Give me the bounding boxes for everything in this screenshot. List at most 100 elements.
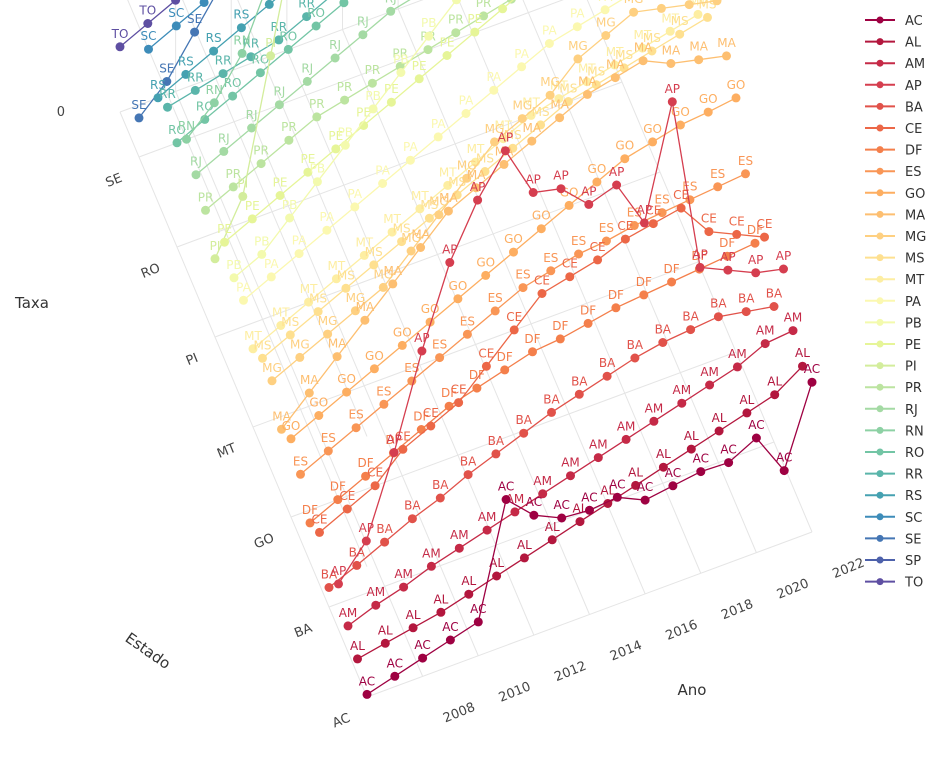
point-label: AC <box>581 490 597 504</box>
legend-marker <box>876 102 884 110</box>
legend[interactable]: AC AL AM AP BA CE DF ES GO MA MG MS MT PA PB PE PI PR RJ RN… <box>865 14 926 591</box>
data-point <box>324 583 334 592</box>
data-point <box>556 184 566 194</box>
data-point <box>264 0 274 9</box>
point-label: AP <box>442 243 457 257</box>
data-point <box>637 43 647 53</box>
point-label: AP <box>553 169 568 183</box>
data-point <box>481 361 491 371</box>
point-label: AC <box>776 451 792 465</box>
data-point <box>464 589 474 599</box>
legend-item-ms[interactable]: MS <box>865 252 924 267</box>
legend-item-go[interactable]: GO <box>865 187 925 202</box>
legend-item-ba[interactable]: BA <box>865 100 923 115</box>
legend-item-sp[interactable]: SP <box>865 554 921 569</box>
data-point <box>545 90 555 100</box>
y-tick-label: GO <box>252 531 276 553</box>
legend-item-to[interactable]: TO <box>865 576 923 591</box>
legend-item-pe[interactable]: PE <box>865 338 921 353</box>
legend-item-df[interactable]: DF <box>865 144 923 159</box>
data-point <box>658 462 668 472</box>
point-label: AM <box>645 401 664 415</box>
y-tick-label: BA <box>292 621 314 642</box>
point-label: RO <box>168 123 186 137</box>
point-label: RJ <box>218 131 230 145</box>
legend-item-pr[interactable]: PR <box>865 381 922 396</box>
data-point <box>435 353 445 363</box>
point-label: AP <box>776 249 791 263</box>
legend-item-rs[interactable]: RS <box>865 489 922 504</box>
data-point <box>592 177 602 187</box>
data-point <box>407 514 417 524</box>
point-label: BA <box>432 478 449 492</box>
point-label: DF <box>664 262 680 276</box>
x-tick-label: 2022 <box>831 556 867 582</box>
legend-item-rn[interactable]: RN <box>865 424 924 439</box>
data-point <box>620 234 630 244</box>
point-label: MT <box>689 0 707 8</box>
data-point <box>423 45 433 55</box>
data-point <box>445 258 455 267</box>
point-label: MA <box>717 36 736 50</box>
legend-item-am[interactable]: AM <box>865 57 925 72</box>
point-label: MG <box>429 195 449 209</box>
data-point <box>554 94 564 104</box>
point-label: PA <box>347 187 362 201</box>
legend-item-pa[interactable]: PA <box>865 295 921 310</box>
legend-item-se[interactable]: SE <box>865 532 921 547</box>
point-label: MS <box>281 315 299 329</box>
point-label: AL <box>656 447 671 461</box>
legend-marker <box>876 470 884 478</box>
point-label: PE <box>384 82 399 96</box>
point-label: MG <box>318 314 338 328</box>
legend-item-rr[interactable]: RR <box>865 468 923 483</box>
legend-item-ac[interactable]: AC <box>865 14 923 29</box>
point-label: RN <box>233 33 250 47</box>
point-label: CE <box>590 240 606 254</box>
point-label: PE <box>245 199 260 213</box>
series-sc: SCSCSCSCSCSCSCSCSCSCSCSCSCSCSCSCSC <box>141 0 209 54</box>
series-rj: RJRJRJRJRJRJRJRJRJRJRJRJRJRJRJRJRJ <box>190 0 411 180</box>
legend-item-ap[interactable]: AP <box>865 79 922 94</box>
y-tick-label: SE <box>104 171 125 191</box>
data-point <box>572 22 582 32</box>
series-se: SESESESESESESESESESESESESESESESESE <box>131 0 214 123</box>
data-point <box>408 623 418 633</box>
legend-item-es[interactable]: ES <box>865 165 921 180</box>
legend-marker <box>876 210 884 218</box>
legend-item-sc[interactable]: SC <box>865 511 922 526</box>
grid-line-z-side <box>127 0 368 567</box>
legend-item-mt[interactable]: MT <box>865 273 924 288</box>
grid-line-year <box>397 8 646 595</box>
data-point <box>380 638 390 648</box>
data-point <box>229 273 239 283</box>
legend-item-pb[interactable]: PB <box>865 316 922 331</box>
legend-marker <box>876 146 884 154</box>
legend-item-pi[interactable]: PI <box>865 360 917 375</box>
legend-item-rj[interactable]: RJ <box>865 403 918 418</box>
point-label: RR <box>159 87 176 101</box>
point-label: AP <box>637 203 652 217</box>
point-label: RJ <box>246 108 258 122</box>
data-point <box>238 191 248 201</box>
point-label: AP <box>331 564 346 578</box>
data-point <box>436 607 446 617</box>
point-label: AC <box>387 656 403 670</box>
point-label: PB <box>338 125 353 139</box>
legend-item-al[interactable]: AL <box>865 36 922 51</box>
legend-item-ro[interactable]: RO <box>865 446 924 461</box>
point-label: AL <box>739 393 754 407</box>
point-label: MT <box>494 119 512 133</box>
data-point <box>314 411 324 420</box>
data-point <box>285 213 295 223</box>
data-point <box>266 272 276 282</box>
point-label: ES <box>321 431 336 445</box>
y-tick-label: AC <box>330 711 352 732</box>
legend-item-ce[interactable]: CE <box>865 122 922 137</box>
data-point <box>630 353 640 363</box>
legend-item-ma[interactable]: MA <box>865 208 925 223</box>
legend-marker <box>876 232 884 240</box>
legend-item-mg[interactable]: MG <box>865 230 926 245</box>
data-point <box>378 282 388 292</box>
